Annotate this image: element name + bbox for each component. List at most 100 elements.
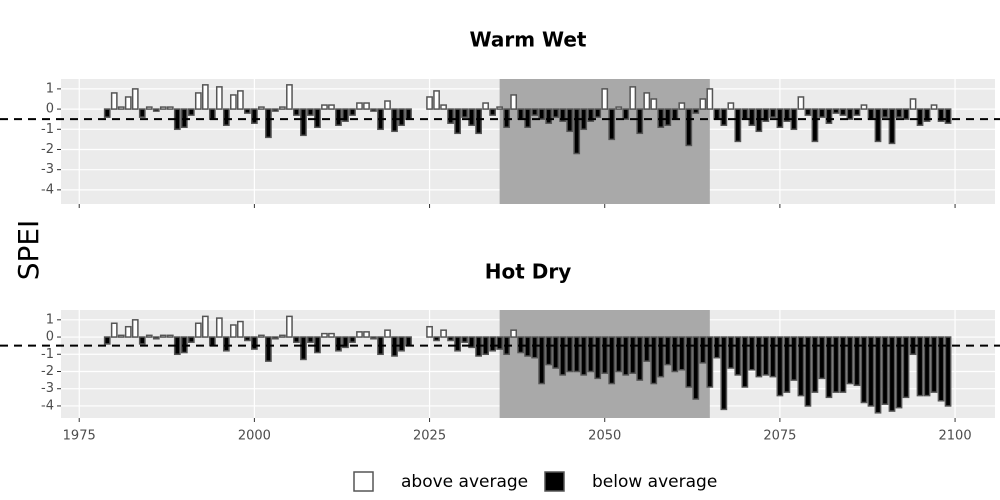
bar bbox=[194, 322, 202, 338]
bar bbox=[384, 100, 391, 110]
bar bbox=[384, 329, 391, 338]
bar bbox=[194, 92, 202, 110]
bar bbox=[272, 108, 279, 112]
bar bbox=[215, 317, 223, 338]
bar bbox=[944, 336, 952, 407]
bar bbox=[797, 336, 805, 397]
bar bbox=[229, 94, 237, 110]
bar bbox=[236, 90, 244, 110]
bar bbox=[692, 336, 700, 400]
bar bbox=[461, 336, 468, 343]
bar bbox=[300, 336, 307, 361]
bar bbox=[874, 336, 882, 414]
bar bbox=[643, 336, 651, 362]
bar bbox=[741, 108, 749, 120]
bar bbox=[909, 98, 917, 110]
bar bbox=[699, 98, 707, 110]
bar bbox=[930, 104, 938, 110]
bar bbox=[279, 106, 286, 110]
bar bbox=[559, 108, 567, 122]
bar bbox=[832, 336, 840, 393]
bar bbox=[797, 96, 805, 110]
bar bbox=[783, 336, 791, 393]
bar bbox=[201, 315, 209, 338]
bar bbox=[727, 336, 735, 369]
bar bbox=[405, 336, 412, 347]
x-tick-label: 1975 bbox=[63, 429, 96, 444]
bar bbox=[503, 108, 511, 129]
bar bbox=[321, 104, 328, 110]
bar bbox=[678, 102, 686, 110]
bar bbox=[454, 336, 461, 352]
y-tick-label: -2 bbox=[41, 364, 54, 379]
legend-swatch bbox=[353, 471, 374, 492]
bar bbox=[328, 104, 335, 110]
bar bbox=[706, 336, 714, 388]
legend-swatch bbox=[544, 471, 565, 492]
bar bbox=[293, 336, 300, 343]
bar bbox=[664, 336, 672, 366]
y-tick-label: -4 bbox=[41, 182, 54, 197]
bar bbox=[265, 336, 272, 362]
bar bbox=[769, 108, 777, 118]
bar bbox=[783, 108, 791, 122]
bar bbox=[713, 108, 721, 120]
bar bbox=[622, 108, 630, 120]
bar bbox=[356, 102, 363, 110]
bar bbox=[657, 336, 665, 378]
y-tick-label: 1 bbox=[46, 81, 54, 96]
bar bbox=[790, 108, 798, 131]
bar bbox=[538, 108, 546, 120]
bar bbox=[201, 84, 209, 110]
bar bbox=[608, 336, 616, 385]
bar bbox=[867, 108, 875, 120]
bar bbox=[643, 92, 651, 110]
bar bbox=[145, 106, 153, 110]
bar bbox=[489, 108, 496, 116]
bar bbox=[853, 336, 861, 387]
bar bbox=[433, 336, 440, 342]
bar bbox=[881, 336, 889, 405]
bar bbox=[398, 108, 405, 126]
y-tick-label: -2 bbox=[41, 142, 54, 157]
bar bbox=[138, 336, 146, 345]
bar bbox=[587, 336, 595, 373]
bar bbox=[629, 86, 637, 110]
bar bbox=[300, 108, 307, 137]
bar bbox=[573, 336, 581, 373]
bar bbox=[124, 96, 132, 110]
bar bbox=[138, 108, 146, 118]
bar bbox=[244, 336, 251, 342]
bar bbox=[440, 329, 447, 338]
y-tick-label: 0 bbox=[46, 330, 54, 345]
bar bbox=[251, 108, 258, 124]
bar bbox=[272, 336, 279, 340]
bar bbox=[888, 108, 896, 145]
bar bbox=[117, 334, 125, 338]
bar bbox=[208, 108, 216, 120]
bar bbox=[902, 108, 910, 120]
bar bbox=[559, 336, 567, 376]
bar bbox=[159, 334, 167, 338]
bar bbox=[124, 325, 132, 338]
bar bbox=[552, 108, 560, 118]
bar bbox=[818, 108, 826, 118]
bar bbox=[426, 325, 433, 338]
bar bbox=[131, 88, 139, 110]
bar bbox=[867, 336, 875, 407]
bar bbox=[286, 315, 293, 338]
bar bbox=[713, 336, 721, 359]
bar bbox=[825, 336, 833, 399]
bar bbox=[657, 108, 665, 129]
bar bbox=[538, 336, 546, 385]
bar bbox=[349, 108, 356, 116]
bar bbox=[839, 336, 847, 393]
bar bbox=[545, 336, 553, 366]
bar bbox=[103, 108, 111, 118]
bar bbox=[187, 108, 195, 116]
bar bbox=[762, 108, 770, 122]
bar bbox=[923, 108, 931, 122]
bar bbox=[524, 108, 532, 129]
